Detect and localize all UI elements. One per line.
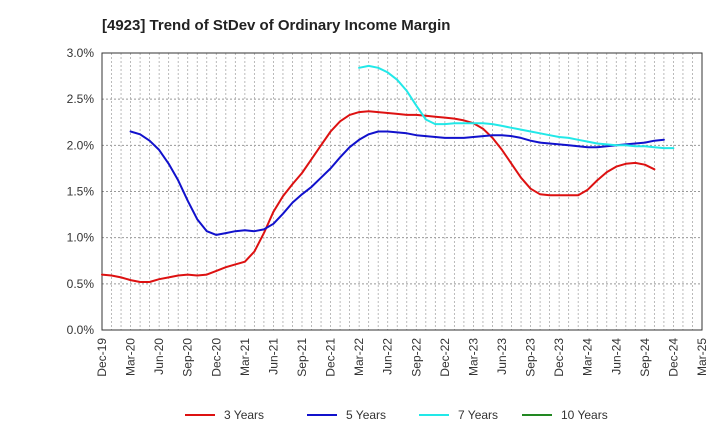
x-tick-label: Mar-20 — [124, 338, 138, 376]
x-tick-label: Mar-21 — [238, 338, 252, 376]
y-tick-label: 3.0% — [67, 46, 95, 60]
y-tick-label: 0.0% — [67, 323, 95, 337]
y-tick-label: 2.5% — [67, 92, 95, 106]
series-line-3-years — [101, 110, 656, 283]
x-tick-label: Mar-24 — [581, 338, 595, 376]
x-tick-label: Dec-21 — [324, 338, 338, 377]
x-tick-label: Dec-22 — [438, 338, 452, 377]
plot-area — [101, 52, 703, 331]
legend-label-10-years: 10 Years — [561, 408, 608, 422]
x-tick-label: Mar-22 — [352, 338, 366, 376]
x-tick-label: Jun-23 — [495, 338, 509, 375]
y-tick-label: 2.0% — [67, 138, 95, 152]
x-tick-label: Mar-25 — [695, 338, 709, 376]
x-tick-label: Dec-23 — [552, 338, 566, 377]
x-tick-label: Dec-20 — [209, 338, 223, 377]
y-tick-label: 0.5% — [67, 277, 95, 291]
x-tick-label: Dec-24 — [666, 338, 680, 377]
x-tick-label: Dec-19 — [95, 338, 109, 377]
legend-label-3-years: 3 Years — [224, 408, 264, 422]
x-tick-label: Jun-24 — [609, 338, 623, 375]
x-tick-label: Sep-24 — [638, 338, 652, 377]
series-line-7-years — [358, 64, 675, 150]
x-tick-label: Sep-22 — [409, 338, 423, 377]
x-tick-label: Sep-21 — [295, 338, 309, 377]
y-axis: 0.0% 0.5% 1.0% 1.5% 2.0% 2.5% 3.0% — [67, 46, 95, 337]
x-tick-label: Sep-20 — [181, 338, 195, 377]
series-lines — [101, 64, 675, 283]
x-tick-label: Jun-22 — [381, 338, 395, 375]
legend-label-5-years: 5 Years — [346, 408, 386, 422]
grid-lines — [102, 53, 702, 330]
x-tick-label: Jun-21 — [266, 338, 280, 375]
x-axis: Dec-19 Mar-20 Jun-20 Sep-20 Dec-20 Mar-21 Jun-… — [95, 338, 709, 377]
legend: 3 Years 5 Years 7 Years 10 Years — [185, 408, 608, 422]
y-tick-label: 1.5% — [67, 185, 95, 199]
chart-title: [4923] Trend of StDev of Ordinary Income… — [102, 17, 450, 34]
x-tick-label: Mar-23 — [466, 338, 480, 376]
x-tick-label: Jun-20 — [152, 338, 166, 375]
x-tick-label: Sep-23 — [524, 338, 538, 377]
series-line-5-years — [129, 130, 665, 236]
legend-label-7-years: 7 Years — [458, 408, 498, 422]
y-tick-label: 1.0% — [67, 231, 95, 245]
